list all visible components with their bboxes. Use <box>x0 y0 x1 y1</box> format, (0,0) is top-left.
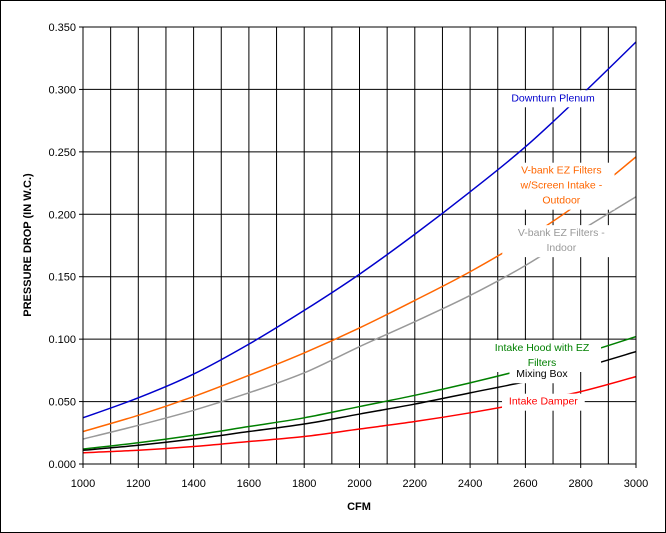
series-label-text: Filters <box>528 357 557 369</box>
x-tick-label: 2200 <box>403 478 427 490</box>
series-line-downturn-plenum <box>82 41 637 419</box>
series-label-text: V-bank EZ Filters <box>521 165 602 177</box>
y-axis-title: PRESSURE DROP (IN W.C.) <box>22 173 34 317</box>
x-tick-label: 3000 <box>624 478 648 490</box>
series-label-mixing-box: Mixing Box <box>509 366 575 384</box>
y-tick-label: 0.000 <box>48 459 76 471</box>
series-label-v-bank-ez-filters-indoor: V-bank EZ Filters - Indoor <box>502 225 621 258</box>
y-axis-ticks: 0.000 0.050 0.100 0.150 0.200 0.250 0.300 0.350 <box>48 22 83 471</box>
y-tick-label: 0.100 <box>48 334 76 346</box>
x-tick-label: 2600 <box>513 478 537 490</box>
series-label-intake-hood-with-ez-filters: Intake Hood with EZ Filters <box>482 340 602 373</box>
x-tick-label: 1600 <box>237 478 261 490</box>
series-label-background <box>502 393 585 411</box>
series-label-background <box>509 366 575 384</box>
series-line-v-bank-ez-filters-w-screen-intake-outdoor <box>82 156 637 433</box>
y-tick-label: 0.300 <box>48 84 76 96</box>
series-label-background <box>502 225 621 258</box>
x-tick-label: 2800 <box>568 478 592 490</box>
series-label-text: Downturn Plenum <box>511 92 595 104</box>
x-tick-label: 1200 <box>126 478 150 490</box>
series-label-text: w/Screen Intake - <box>519 180 602 192</box>
x-tick-label: 2400 <box>458 478 482 490</box>
series-label-text: V-bank EZ Filters - <box>518 227 605 239</box>
series-label-downturn-plenum: Downturn Plenum <box>505 90 601 108</box>
y-tick-label: 0.200 <box>48 209 76 221</box>
x-tick-label: 1000 <box>71 478 95 490</box>
x-tick-label: 1400 <box>181 478 205 490</box>
series-label-background <box>505 90 601 108</box>
y-tick-label: 0.050 <box>48 397 76 409</box>
x-tick-label: 2000 <box>347 478 371 490</box>
x-tick-label: 1800 <box>292 478 316 490</box>
series-label-text: Intake Damper <box>509 396 578 408</box>
series-label-text: Indoor <box>546 242 576 254</box>
x-axis-ticks: 1000 1200 1400 1600 1800 2000 2200 2400 2600 2800… <box>71 464 648 490</box>
series-label-background <box>508 162 615 210</box>
series-label-text: Outdoor <box>542 195 580 207</box>
y-tick-label: 0.350 <box>48 22 76 34</box>
y-tick-label: 0.250 <box>48 147 76 159</box>
series-label-text: Intake Hood with EZ <box>495 342 590 354</box>
series-label-text: Mixing Box <box>516 368 568 380</box>
x-axis-title: CFM <box>347 501 371 513</box>
series-label-v-bank-ez-filters-w-screen-intake-outdoor: V-bank EZ Filters w/Screen Intake - Outdoo… <box>508 162 615 210</box>
y-tick-label: 0.150 <box>48 272 76 284</box>
series-label-intake-damper: Intake Damper <box>502 393 585 411</box>
series-labels: Downturn Plenum V-bank EZ Filters w/Screen… <box>482 90 621 411</box>
